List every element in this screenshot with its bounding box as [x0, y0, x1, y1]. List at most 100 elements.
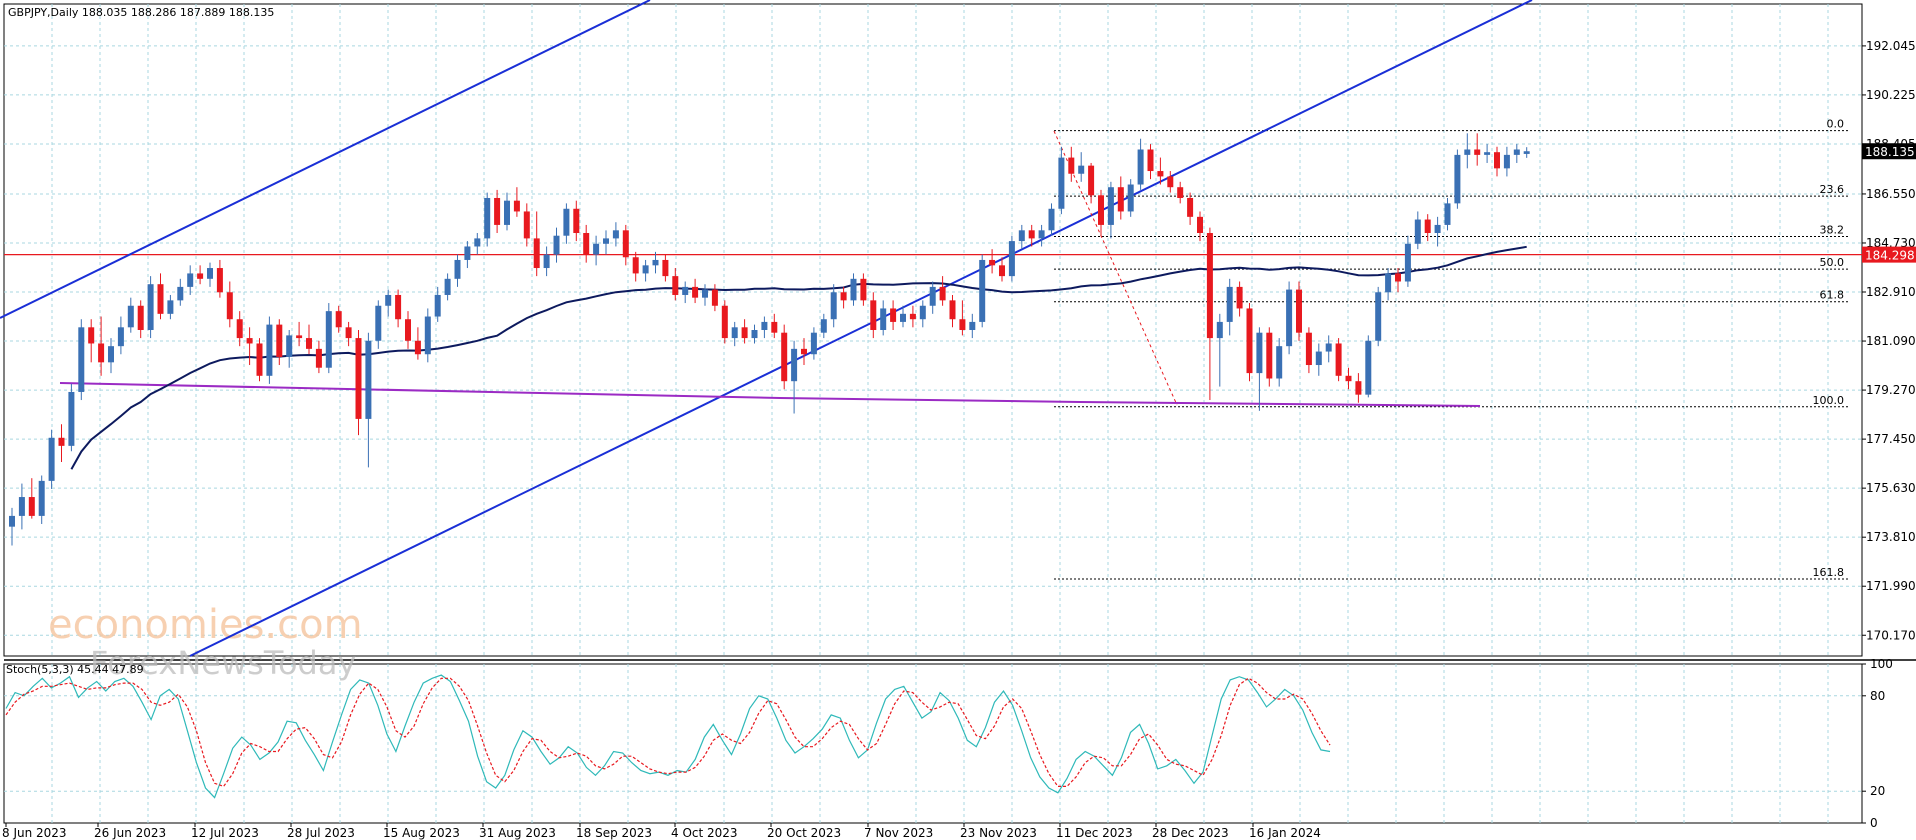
candle-body: [820, 319, 827, 333]
candle-body: [28, 497, 35, 516]
candle-body: [1375, 292, 1382, 341]
candle-body: [9, 515, 15, 527]
candle-body: [504, 200, 510, 225]
date-tick-label: 18 Sep 2023: [576, 826, 652, 840]
watermark: economies.com ForexNewsToday: [48, 602, 363, 682]
candle-body: [1058, 157, 1065, 209]
candle-body: [1286, 289, 1293, 347]
candle-body: [1523, 151, 1530, 154]
stoch-d-line: [5, 677, 1331, 788]
date-tick-label: 28 Dec 2023: [1152, 826, 1229, 840]
stoch-tick-label: 0: [1870, 816, 1878, 830]
candle-body: [870, 300, 877, 330]
candle-body: [1078, 165, 1085, 174]
candle-body: [1246, 308, 1253, 374]
candle-body: [484, 197, 491, 239]
candle-body: [68, 391, 75, 446]
candle-body: [672, 276, 679, 295]
stochastic-panel: [4, 674, 1862, 799]
candle-body: [801, 348, 807, 355]
candle-body: [919, 305, 926, 320]
candle-body: [246, 338, 253, 344]
candle-body: [781, 332, 788, 382]
current-price-box: [1862, 143, 1916, 160]
candle-body: [38, 480, 45, 516]
candle-body: [454, 259, 461, 279]
candle-body: [1335, 343, 1342, 376]
candle-body: [741, 327, 748, 339]
candle-body: [929, 286, 936, 306]
candle-body: [1385, 273, 1392, 293]
candle-body: [1088, 165, 1095, 196]
candle-body: [702, 289, 708, 298]
candle-body: [167, 300, 174, 314]
candle-body: [1494, 152, 1500, 169]
candle-body: [365, 340, 372, 419]
candle-body: [345, 327, 352, 339]
candle-body: [583, 233, 590, 255]
candle-body: [1474, 149, 1481, 155]
candle-body: [226, 292, 233, 320]
watermark-brand: economies.com: [48, 602, 363, 648]
stoch-tick-label: 80: [1870, 689, 1885, 703]
price-tick-label: 190.225: [1866, 88, 1916, 102]
candle-body: [414, 340, 421, 355]
candle-body: [731, 327, 738, 339]
candle-body: [1395, 273, 1401, 282]
date-tick-label: 7 Nov 2023: [864, 826, 933, 840]
candle-body: [1187, 197, 1194, 217]
candle-body: [840, 292, 847, 301]
candle-body: [117, 327, 124, 347]
trendline-overlays: [0, 0, 1862, 657]
date-tick-label: 16 Jan 2024: [1249, 826, 1321, 840]
candle-body: [296, 335, 303, 339]
candle-body: [761, 321, 768, 330]
date-tick-label: 4 Oct 2023: [671, 826, 738, 840]
price-tick-label: 181.090: [1866, 334, 1916, 348]
date-tick-label: 23 Nov 2023: [960, 826, 1037, 840]
candle-body: [58, 437, 65, 446]
candle-body: [335, 311, 342, 328]
fib-level-label: 50.0: [1820, 256, 1845, 269]
candle-body: [98, 343, 105, 363]
candle-body: [236, 319, 243, 339]
stochastic-label: Stoch(5,3,3) 45.44 47.89: [6, 663, 144, 676]
date-tick-label: 8 Jun 2023: [2, 826, 67, 840]
candle-body: [1315, 351, 1322, 366]
candle-body: [256, 343, 263, 376]
candle-body: [424, 316, 431, 355]
fibonacci-levels: 0.0 23.6 38.2 50.0 61.8 100.0 161.8: [1054, 118, 1848, 580]
candle-body: [949, 300, 956, 320]
candle-body: [810, 332, 817, 355]
candle-body: [1018, 230, 1025, 242]
candle-body: [395, 294, 402, 320]
date-tick-label: 31 Aug 2023: [479, 826, 556, 840]
candle-body: [127, 305, 134, 328]
price-tick-label: 182.910: [1866, 285, 1916, 299]
candle-body: [385, 294, 392, 306]
candle-body: [88, 327, 95, 344]
candle-body: [48, 437, 55, 481]
candle-body: [791, 348, 798, 382]
candle-body: [1444, 203, 1451, 225]
candle-body: [1434, 224, 1441, 234]
candle-body: [632, 257, 639, 274]
candle-body: [1256, 332, 1263, 374]
stoch-panel-frame: [3, 663, 1863, 824]
candle-body: [1365, 340, 1372, 395]
candle-body: [1028, 230, 1035, 239]
channel-lower-line: [189, 0, 1533, 657]
candle-body: [909, 313, 916, 320]
candle-body: [1216, 321, 1223, 339]
candle-body: [355, 338, 362, 419]
candle-body: [177, 286, 184, 301]
candlestick-series: [9, 133, 1530, 546]
candle-body: [1355, 381, 1362, 395]
candle-body: [692, 286, 699, 298]
candle-body: [1305, 332, 1312, 366]
candle-body: [553, 235, 560, 255]
price-tick-label: 179.270: [1866, 383, 1916, 397]
candle-body: [1414, 219, 1421, 244]
